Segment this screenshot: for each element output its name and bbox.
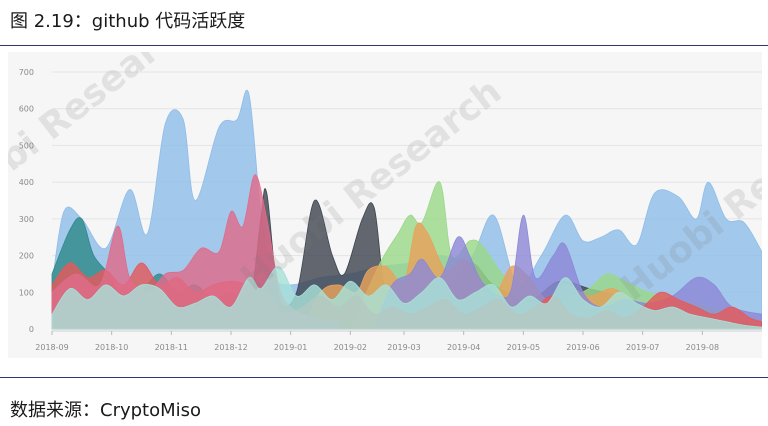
x-tick-label: 2019-08	[686, 343, 719, 352]
bottom-divider	[0, 377, 768, 378]
series-areas	[51, 90, 763, 330]
x-tick-label: 2019-06	[566, 343, 599, 352]
x-tick-label: 2019-03	[387, 343, 420, 352]
x-tick-label: 2019-04	[447, 343, 480, 352]
x-tick-label: 2019-02	[334, 343, 367, 352]
y-axis-ticks: 0 100 200 300 400 500 600 700	[19, 68, 34, 334]
x-tick-label: 2018-10	[95, 343, 128, 352]
x-axis-ticks: 2018-09 2018-10 2018-11 2018-12 2019-01 2019-…	[35, 330, 762, 352]
y-tick-label: 700	[19, 68, 34, 77]
y-tick-label: 500	[19, 141, 34, 150]
y-tick-label: 400	[19, 178, 34, 187]
x-tick-label: 2018-09	[35, 343, 68, 352]
data-source-note: 数据来源：CryptoMiso	[10, 400, 202, 421]
x-tick-label: 2018-12	[214, 343, 247, 352]
chart-area: 0 100 200 300 400 500 600 700 2018-09 2018-10 201…	[0, 1, 768, 358]
figure-title: 图 2.19：github 代码活跃度	[10, 11, 246, 32]
x-tick-label: 2019-01	[274, 343, 307, 352]
y-tick-label: 200	[19, 252, 34, 261]
y-tick-label: 600	[19, 105, 34, 114]
x-tick-label: 2018-11	[155, 343, 188, 352]
y-tick-label: 300	[19, 215, 34, 224]
x-tick-label: 2019-07	[626, 343, 659, 352]
x-tick-label: 2019-05	[507, 343, 540, 352]
series-area-9	[51, 266, 763, 330]
top-divider	[0, 45, 768, 46]
y-tick-label: 100	[19, 288, 34, 297]
y-tick-label: 0	[29, 325, 34, 334]
